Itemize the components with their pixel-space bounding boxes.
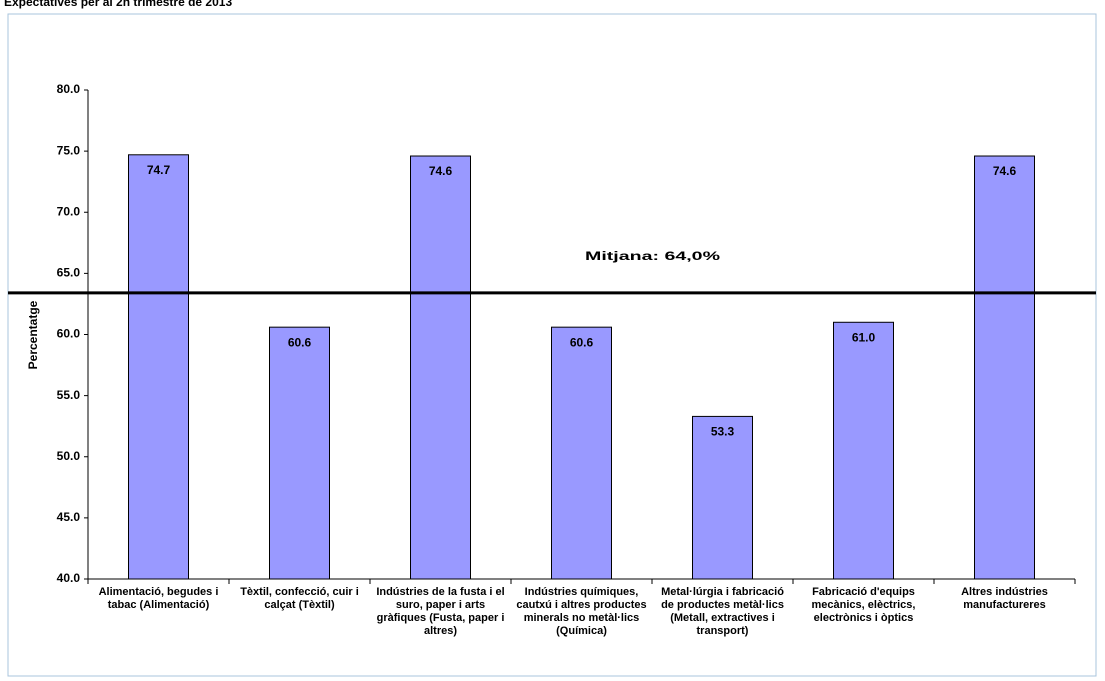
- y-tick-label: 70.0: [57, 204, 81, 218]
- bar: [692, 415, 753, 580]
- x-tick-label: Tèxtil, confecció, cuir i calçat (Tèxtil…: [240, 586, 359, 611]
- value-label: 61.0: [852, 330, 876, 344]
- x-tick-label: Indústries de la fusta i el suro, paper …: [376, 586, 505, 637]
- y-tick-label: 75.0: [57, 143, 81, 157]
- bar: [410, 155, 471, 580]
- reference-label: Mitjana: 64,0%: [585, 249, 721, 263]
- y-tick-label: 60.0: [57, 327, 81, 341]
- y-tick-label: 45.0: [57, 510, 81, 524]
- value-label: 53.3: [711, 425, 735, 439]
- value-label: 60.6: [288, 335, 312, 349]
- y-tick-label: 55.0: [57, 388, 81, 402]
- x-tick-label: Indústries químiques, cautxú i altres pr…: [516, 586, 647, 637]
- y-tick-label: 50.0: [57, 449, 81, 463]
- value-label: 74.6: [993, 164, 1017, 178]
- value-label: 74.7: [147, 163, 171, 177]
- x-tick-label: Fabricació d'equips mecànics, elèctrics,…: [811, 586, 916, 624]
- chart-title: Expectatives per al 2n trimestre de 2013: [4, 0, 232, 9]
- x-tick-label: Metal·lúrgia i fabricació de productes m…: [661, 586, 784, 637]
- bar: [974, 155, 1035, 580]
- y-tick-label: 40.0: [57, 571, 81, 585]
- bar: [269, 326, 330, 580]
- bar: [833, 321, 894, 580]
- y-tick-label: 80.0: [57, 82, 81, 96]
- x-tick-label: Altres indústries manufactureres: [961, 586, 1048, 611]
- value-label: 74.6: [429, 164, 453, 178]
- y-tick-label: 65.0: [57, 266, 81, 280]
- y-axis-label: Percentatge: [26, 300, 40, 369]
- bar: [551, 326, 612, 580]
- value-label: 60.6: [570, 335, 594, 349]
- bar: [128, 154, 189, 580]
- x-tick-label: Alimentació, begudes i tabac (Alimentaci…: [98, 586, 219, 611]
